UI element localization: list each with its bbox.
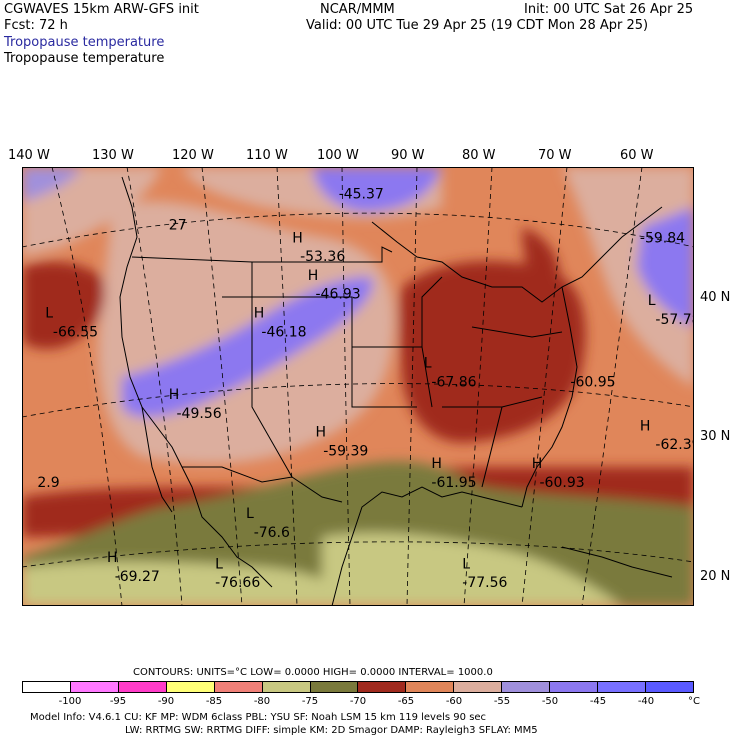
colorbar-tick-label: -90 (157, 696, 175, 707)
value-label: 27 (169, 218, 187, 234)
low-marker: L (424, 356, 432, 372)
value-label: -77.56 (462, 575, 507, 591)
value-label: -59.39 (323, 444, 368, 460)
colorbar-swatch (550, 682, 599, 692)
colorbar-tick-label: -70 (349, 696, 367, 707)
colorbar-tick-label: -55 (493, 696, 511, 707)
value-label: -69.27 (115, 569, 160, 585)
colorbar-swatch (358, 682, 407, 692)
map-frame (22, 167, 694, 606)
low-marker: L (215, 556, 223, 572)
coastlines (119, 176, 673, 606)
value-label: -45.37 (339, 186, 384, 202)
low-marker: L (45, 306, 53, 322)
lon-label: 100 W (317, 148, 359, 163)
lon-label: 60 W (620, 148, 654, 163)
high-marker: H (254, 306, 265, 322)
colorbar-swatch (262, 682, 311, 692)
high-marker: H (169, 387, 180, 403)
init-time: Init: 00 UTC Sat 26 Apr 25 (524, 2, 694, 17)
field-subtitle: Tropopause temperature (4, 51, 165, 66)
physics-info: LW: RRTMG SW: RRTMG DIFF: simple KM: 2D … (125, 725, 538, 736)
high-marker: H (532, 456, 543, 472)
colorbar-swatch (406, 682, 455, 692)
low-marker: L (648, 293, 656, 309)
colorbar-tick-label: -60 (445, 696, 463, 707)
value-label: -49.56 (177, 406, 222, 422)
temperature-field (22, 167, 694, 606)
value-label: -53.36 (300, 249, 345, 265)
colorbar-swatch (23, 682, 71, 692)
colorbar-tick-label: -75 (301, 696, 319, 707)
colorbar-tick-label: -80 (253, 696, 271, 707)
colorbar-swatch (454, 682, 503, 692)
colorbar-tick-label: -50 (541, 696, 559, 707)
colorbar-tick-label: -95 (109, 696, 127, 707)
colorbar-tick-label: -100 (58, 696, 82, 707)
colorbar-swatch (310, 682, 359, 692)
colorbar-swatch (214, 682, 263, 692)
lon-label: 110 W (246, 148, 288, 163)
value-label: -66.55 (53, 324, 98, 340)
forecast-hour: Fcst: 72 h (4, 18, 68, 33)
graticule (22, 167, 694, 606)
value-label: -57.78 (655, 312, 694, 328)
lon-label: 70 W (538, 148, 572, 163)
value-label: 2.9 (37, 475, 59, 491)
model-info: Model Info: V4.6.1 CU: KF MP: WDM 6class… (30, 712, 487, 723)
value-label: -76.66 (215, 575, 260, 591)
lat-label: 40 N (700, 290, 731, 305)
low-marker: L (246, 506, 254, 522)
lon-label: 80 W (462, 148, 496, 163)
contours-info: CONTOURS: UNITS=°C LOW= 0.0000 HIGH= 0.0… (133, 667, 493, 678)
colorbar-swatch (118, 682, 167, 692)
high-marker: H (107, 550, 118, 566)
tropopause-map: -45.37 -59.84 -53.36 -46.93 -46.18 -66.55 -57.… (22, 167, 694, 606)
valid-time: Valid: 00 UTC Tue 29 Apr 25 (19 CDT Mon … (306, 18, 649, 33)
colorbar-tick-label: -85 (205, 696, 223, 707)
colorbar-tick-label: -45 (589, 696, 607, 707)
high-marker: H (316, 425, 327, 441)
colorbar-swatch (502, 682, 551, 692)
lon-label: 120 W (172, 148, 214, 163)
value-label: -46.18 (261, 324, 306, 340)
high-marker: H (308, 268, 319, 284)
value-label: -67.86 (431, 375, 476, 391)
value-label: -60.93 (540, 475, 585, 491)
high-marker: H (640, 418, 651, 434)
colorbar-swatch (166, 682, 215, 692)
colorbar-tick-label: -40 (637, 696, 655, 707)
colorbar-swatch (598, 682, 646, 692)
low-marker: L (462, 556, 470, 572)
value-label: -59.84 (640, 230, 685, 246)
colorbar (22, 681, 694, 693)
value-label: -60.95 (570, 375, 615, 391)
field-title: Tropopause temperature (4, 35, 165, 50)
lon-label: 90 W (391, 148, 425, 163)
org-label: NCAR/MMM (320, 2, 395, 17)
lat-label: 20 N (700, 569, 731, 584)
colorbar-tick-label: -65 (397, 696, 415, 707)
colorbar-swatch (645, 682, 693, 692)
colorbar-unit: °C (688, 696, 700, 707)
value-label: -61.95 (431, 475, 476, 491)
value-label: -46.93 (316, 287, 361, 303)
high-low-markers: H H H L L L H H H H H L H L L (45, 230, 656, 572)
model-title: CGWAVES 15km ARW-GFS init (4, 2, 199, 17)
high-marker: H (431, 456, 442, 472)
colorbar-swatch (70, 682, 119, 692)
value-label: -62.39 (655, 437, 694, 453)
value-label: -76.6 (254, 525, 290, 541)
value-annotations: -45.37 -59.84 -53.36 -46.93 -46.18 -66.55 -57.… (37, 186, 694, 591)
high-marker: H (292, 230, 303, 246)
lat-label: 30 N (700, 429, 731, 444)
lon-label: 140 W (8, 148, 50, 163)
lon-label: 130 W (92, 148, 134, 163)
